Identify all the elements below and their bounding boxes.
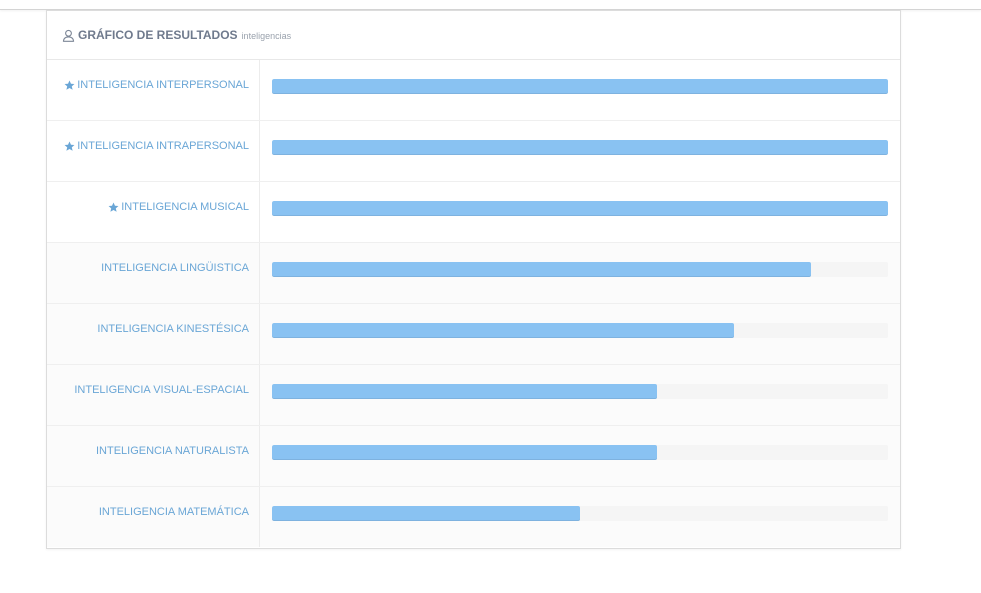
- top-bar: [0, 0, 981, 10]
- star-icon: [64, 141, 75, 152]
- result-row: INTELIGENCIA VISUAL-ESPACIAL: [47, 365, 900, 426]
- results-panel: GRÁFICO DE RESULTADOS inteligencias INTE…: [46, 10, 901, 549]
- bar-cell: [260, 182, 900, 242]
- category-label-text: INTELIGENCIA KINESTÉSICA: [97, 323, 249, 335]
- category-label: INTELIGENCIA LINGÜISTICA: [101, 262, 249, 274]
- panel-subtitle: inteligencias: [241, 31, 292, 41]
- bar-cell: [260, 243, 900, 303]
- category-label-text: INTELIGENCIA VISUAL-ESPACIAL: [74, 384, 249, 396]
- label-cell: INTELIGENCIA VISUAL-ESPACIAL: [47, 365, 260, 425]
- result-row: INTELIGENCIA INTERPERSONAL: [47, 60, 900, 121]
- bar-cell: [260, 121, 900, 181]
- result-row: INTELIGENCIA NATURALISTA: [47, 426, 900, 487]
- bar-track: [272, 201, 888, 216]
- result-row: INTELIGENCIA INTRAPERSONAL: [47, 121, 900, 182]
- bar: [272, 506, 580, 521]
- bar: [272, 201, 888, 216]
- bar: [272, 140, 888, 155]
- category-label-text: INTELIGENCIA NATURALISTA: [95, 445, 249, 457]
- category-label: INTELIGENCIA KINESTÉSICA: [97, 323, 249, 335]
- result-row: INTELIGENCIA LINGÜISTICA: [47, 243, 900, 304]
- bar-cell: [260, 365, 900, 425]
- results-chart: INTELIGENCIA INTERPERSONAL INTELIGENCIA I…: [47, 60, 900, 547]
- bar: [272, 79, 888, 94]
- bar-track: [272, 506, 888, 521]
- category-label-text: INTELIGENCIA INTERPERSONAL: [77, 79, 249, 91]
- result-row: INTELIGENCIA KINESTÉSICA: [47, 304, 900, 365]
- bar: [272, 445, 657, 460]
- result-row: INTELIGENCIA MUSICAL: [47, 182, 900, 243]
- bar-cell: [260, 60, 900, 120]
- bar-track: [272, 445, 888, 460]
- bar-track: [272, 140, 888, 155]
- category-label-text: INTELIGENCIA INTRAPERSONAL: [77, 140, 249, 152]
- label-cell: INTELIGENCIA INTRAPERSONAL: [47, 121, 260, 181]
- category-label: INTELIGENCIA INTERPERSONAL: [64, 79, 249, 91]
- category-label-text: INTELIGENCIA LINGÜISTICA: [101, 262, 249, 274]
- category-label: INTELIGENCIA MATEMÁTICA: [99, 506, 249, 518]
- panel-header: GRÁFICO DE RESULTADOS inteligencias: [47, 11, 900, 60]
- panel-title: GRÁFICO DE RESULTADOS: [78, 28, 238, 42]
- user-icon: [62, 29, 75, 42]
- star-icon: [64, 80, 75, 91]
- category-label: INTELIGENCIA NATURALISTA: [96, 445, 249, 457]
- result-row: INTELIGENCIA MATEMÁTICA: [47, 487, 900, 547]
- category-label-text: INTELIGENCIA MUSICAL: [121, 201, 249, 213]
- label-cell: INTELIGENCIA MATEMÁTICA: [47, 487, 260, 547]
- bar-cell: [260, 487, 900, 547]
- category-label: INTELIGENCIA MUSICAL: [108, 201, 249, 213]
- bar-track: [272, 323, 888, 338]
- bar-track: [272, 262, 888, 277]
- bar-cell: [260, 304, 900, 364]
- category-label-text: INTELIGENCIA MATEMÁTICA: [98, 506, 249, 518]
- bar: [272, 262, 811, 277]
- bar-cell: [260, 426, 900, 486]
- label-cell: INTELIGENCIA MUSICAL: [47, 182, 260, 242]
- label-cell: INTELIGENCIA NATURALISTA: [47, 426, 260, 486]
- bar-track: [272, 79, 888, 94]
- star-icon: [108, 202, 119, 213]
- label-cell: INTELIGENCIA LINGÜISTICA: [47, 243, 260, 303]
- category-label: INTELIGENCIA INTRAPERSONAL: [64, 140, 249, 152]
- bar: [272, 384, 657, 399]
- label-cell: INTELIGENCIA KINESTÉSICA: [47, 304, 260, 364]
- bar-track: [272, 384, 888, 399]
- category-label: INTELIGENCIA VISUAL-ESPACIAL: [74, 384, 249, 396]
- label-cell: INTELIGENCIA INTERPERSONAL: [47, 60, 260, 120]
- bar: [272, 323, 734, 338]
